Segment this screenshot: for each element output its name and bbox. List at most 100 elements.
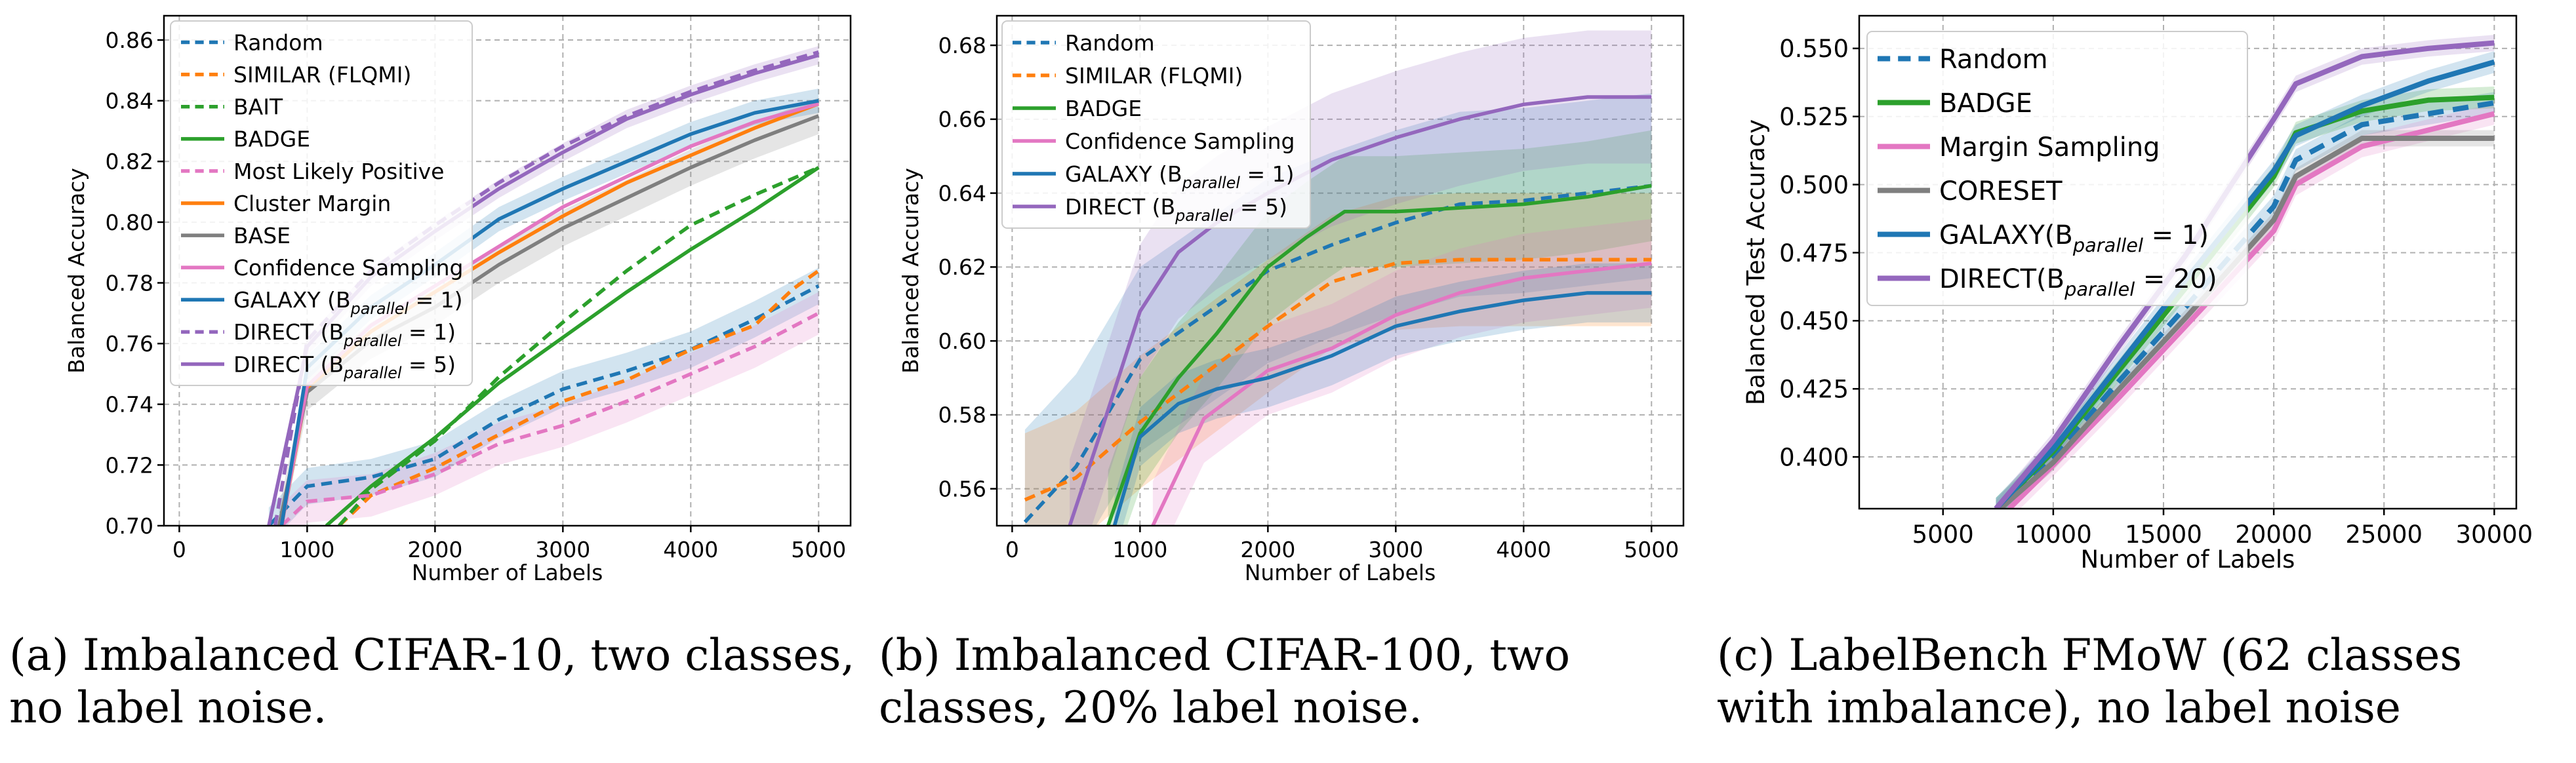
legend-label: Random	[233, 29, 323, 55]
legend-box	[1001, 20, 1311, 229]
series-line	[1994, 100, 2495, 509]
y-axis-label: Balanced Accuracy	[64, 168, 89, 374]
legend-label: BADGE	[1065, 96, 1142, 121]
y-tick-label: 0.500	[1779, 171, 1849, 199]
legend-label: GALAXY (Bparallel = 1)	[233, 287, 463, 318]
legend-label: GALAXY (Bparallel = 1)	[1065, 161, 1295, 192]
series-line	[1112, 291, 1652, 526]
legend-label: DIRECT (Bparallel = 1)	[233, 319, 456, 350]
legend-label: BAIT	[233, 94, 283, 120]
legend-label: Most Likely Positive	[233, 159, 444, 184]
x-tick-label: 5000	[1624, 537, 1679, 562]
legend-label: Confidence Sampling	[1065, 128, 1295, 154]
legend-label: BADGE	[1939, 88, 2032, 119]
y-tick-label: 0.78	[106, 270, 153, 296]
x-tick-label: 5000	[791, 537, 846, 562]
y-tick-label: 0.425	[1779, 376, 1849, 404]
y-tick-label: 0.62	[938, 254, 986, 280]
chart-1: 0 1000 2000 3000 4000 5000 0.70 0.72 0.74 0.76 0.7…	[64, 14, 852, 585]
legend-box	[1866, 31, 2248, 306]
x-tick-label: 20000	[2235, 520, 2312, 549]
series-line	[1998, 135, 2495, 509]
legend-label: Cluster Margin	[233, 191, 391, 216]
y-tick-label: 0.58	[938, 402, 986, 428]
legend-label: GALAXY(Bparallel = 1)	[1939, 220, 2209, 256]
x-tick-label: 25000	[2345, 520, 2423, 549]
y-tick-label: 0.550	[1779, 35, 1849, 63]
series-line	[338, 269, 820, 526]
y-tick-label: 0.84	[106, 88, 153, 114]
y-tick-label: 0.400	[1779, 443, 1849, 471]
caption-a: (a) Imbalanced CIFAR-10, two classes, no…	[9, 630, 855, 733]
y-tick-label: 0.66	[938, 107, 986, 132]
series-band	[1152, 219, 1652, 526]
chart-3: 5000 10000 15000 20000 25000 30000 0.400 0.425 0…	[1742, 14, 2533, 574]
caption-c: (c) LabelBench FMoW (62 classes with imb…	[1717, 630, 2463, 733]
series-line	[267, 284, 820, 526]
legend-label: Margin Sampling	[1939, 132, 2160, 163]
series-line	[325, 166, 820, 526]
x-tick-label: 1000	[279, 537, 334, 562]
x-tick-label: 3000	[535, 537, 590, 562]
legend-label: BADGE	[233, 127, 310, 152]
y-tick-label: 0.74	[106, 392, 153, 418]
x-tick-label: 0	[1005, 537, 1019, 562]
series-line	[2007, 111, 2495, 509]
y-tick-label: 0.64	[938, 180, 986, 206]
x-tick-label: 1000	[1112, 537, 1167, 562]
plot-frame	[1858, 14, 2518, 510]
y-tick-label: 0.86	[106, 28, 153, 53]
legend: Random SIMILAR (FLQMI) BAIT BADGE Most Likel…	[170, 20, 473, 386]
legend: Random BADGE Margin Sampling CORESET GALAXY(…	[1866, 31, 2248, 306]
x-tick-label: 3000	[1368, 537, 1423, 562]
series-line	[1994, 40, 2495, 509]
series-band	[1070, 30, 1652, 526]
y-tick-label: 0.70	[106, 513, 153, 539]
legend-label: Confidence Sampling	[233, 255, 464, 281]
legend-label: DIRECT (Bparallel = 5)	[1065, 194, 1287, 225]
y-tick-label: 0.525	[1779, 103, 1849, 131]
legend-label: SIMILAR (FLQMI)	[1065, 63, 1243, 88]
series-band	[279, 98, 819, 526]
series-band	[2009, 102, 2495, 509]
y-tick-label: 0.82	[106, 149, 153, 174]
series-line	[280, 311, 820, 526]
x-axis-label: Number of Labels	[412, 560, 603, 585]
series-line	[338, 166, 820, 526]
series-line	[1151, 261, 1652, 526]
y-tick-label: 0.76	[106, 331, 153, 357]
x-tick-label: 4000	[663, 537, 718, 562]
series-band	[1024, 193, 1652, 526]
series-band	[1114, 263, 1652, 526]
chart-2: 0 1000 2000 3000 4000 5000 0.56 0.58 0.60 0.62 0.6…	[898, 14, 1685, 585]
y-tick-label: 0.68	[938, 33, 986, 58]
y-axis-label: Balanced Test Accuracy	[1742, 119, 1770, 405]
series-line	[1106, 184, 1652, 526]
legend-label: DIRECT (Bparallel = 5)	[233, 351, 456, 382]
series-band	[1996, 51, 2495, 509]
y-tick-label: 0.475	[1779, 239, 1849, 267]
y-tick-label: 0.56	[938, 477, 986, 502]
caption-b: (b) Imbalanced CIFAR-100, two classes, 2…	[879, 630, 1571, 733]
x-tick-label: 10000	[2015, 520, 2092, 549]
series-line	[1024, 258, 1652, 502]
y-axis-label: Balanced Accuracy	[898, 168, 923, 374]
x-tick-label: 4000	[1496, 537, 1551, 562]
y-tick-label: 0.72	[106, 452, 153, 478]
legend-label: Random	[1065, 30, 1155, 56]
y-tick-label: 0.450	[1779, 307, 1849, 336]
legend-label: SIMILAR (FLQMI)	[233, 62, 411, 88]
legend-label: DIRECT(Bparallel = 20)	[1939, 264, 2217, 300]
y-tick-label: 0.60	[938, 328, 986, 354]
series-line	[1994, 59, 2495, 509]
x-tick-label: 30000	[2456, 520, 2533, 549]
legend-label: CORESET	[1939, 176, 2063, 206]
y-tick-label: 0.80	[106, 210, 153, 235]
x-tick-label: 5000	[1912, 520, 1974, 549]
legend-label: BASE	[233, 223, 291, 248]
x-tick-label: 2000	[407, 537, 462, 562]
plot-frame	[163, 14, 852, 527]
x-axis-label: Number of Labels	[1245, 560, 1436, 585]
legend: Random SIMILAR (FLQMI) BADGE Confidence Sam…	[1001, 20, 1311, 229]
